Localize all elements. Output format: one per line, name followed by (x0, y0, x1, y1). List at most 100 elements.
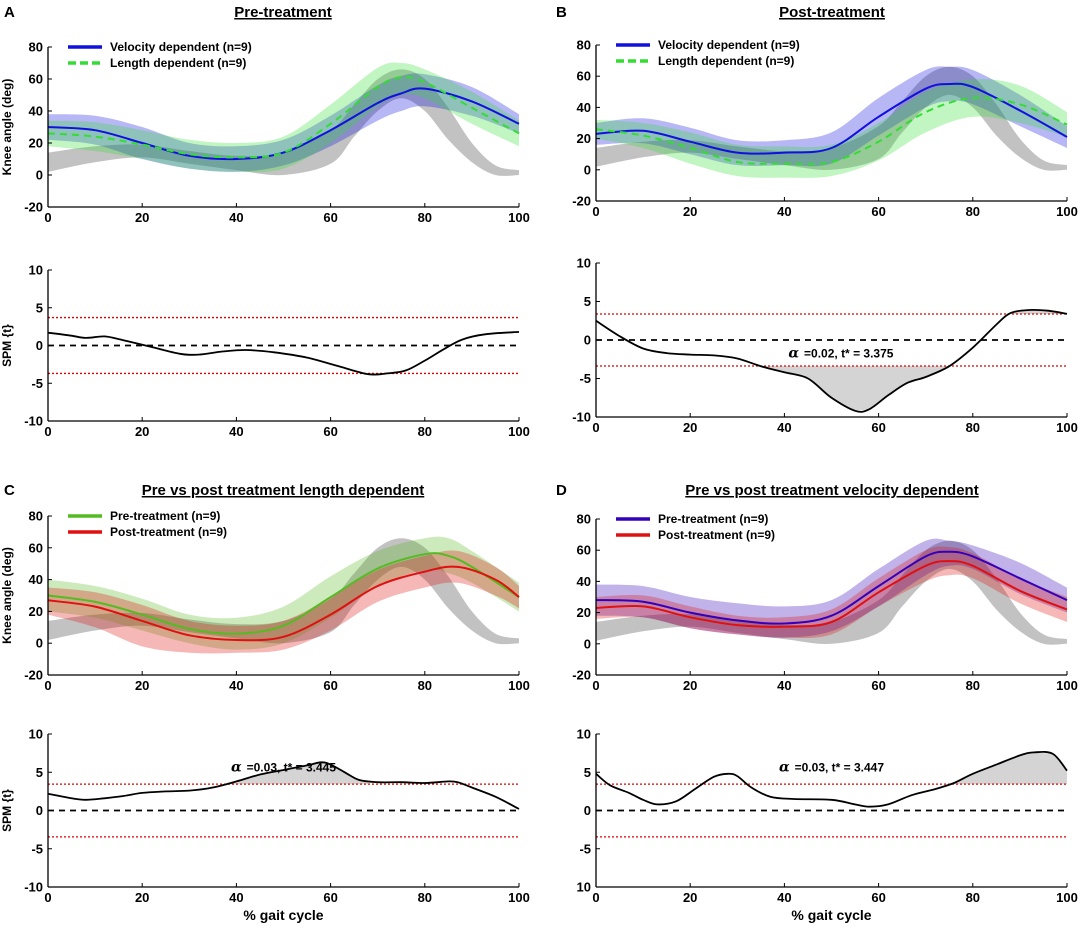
A-spm-ytick-label-2: 0 (36, 338, 43, 353)
C-spm-xtick-label-4: 80 (418, 890, 432, 905)
B-kinematics-sd-band-0 (596, 66, 1067, 167)
chart-B-kinematics: 0 20 40 60 80 100-20020406080Post-treatmentBV… (556, 4, 1078, 219)
C-spm-ytick-label-2: 0 (36, 803, 43, 818)
D-kinematics-panel-letter: D (556, 482, 567, 499)
B-kinematics-xtick-label-4: 80 (966, 204, 980, 219)
A-spm-xtick-label-1: 20 (135, 424, 149, 439)
D-spm-cluster-0 (954, 752, 1067, 785)
D-kinematics-title: Pre vs post treatment velocity dependent (685, 482, 978, 499)
B-kinematics-xtick-label-3: 60 (871, 204, 885, 219)
chart-A-spm: 0 20 40 60 80 100 -10 -5 0 5 10 SPM {t} (0, 263, 530, 440)
D-kinematics-xtick-label-4: 80 (966, 678, 980, 693)
B-spm-cluster-0 (742, 366, 973, 411)
D-kinematics-series-line-0 (595, 550, 1068, 625)
B-spm-xtick-label-1: 20 (683, 420, 697, 435)
D-spm-ytick-label-0: 10 (577, 880, 591, 895)
C-kinematics-panel-letter: C (4, 482, 15, 499)
C-spm-annotation: α =0.03, t* = 3.445 (231, 759, 336, 775)
C-spm-xtick-label-5: 100 (508, 890, 530, 905)
D-kinematics-legend-label-0: Pre-treatment (n=9) (658, 512, 768, 526)
C-spm-ytick-label-4: 10 (29, 727, 43, 742)
B-spm-ytick-label-2: 0 (584, 333, 591, 348)
B-kinematics-series-line-1 (595, 96, 1068, 166)
C-spm-annotation-alpha-value: =0.03, (247, 760, 284, 774)
B-kinematics-xtick-label-0: 0 (592, 204, 599, 219)
B-spm-annotation-alpha: α (788, 346, 804, 362)
A-spm-xtick-label-0: 0 (44, 424, 51, 439)
D-spm-annotation-alpha-value: =0.03, (795, 760, 832, 774)
A-kinematics-ytick-label-4: 60 (29, 72, 43, 87)
A-spm-xtick-label-3: 60 (323, 424, 337, 439)
C-kinematics-ytick-label-3: 40 (29, 572, 43, 587)
B-kinematics-ytick-label-0: -20 (572, 194, 591, 209)
A-kinematics-xtick-label-5: 100 (508, 210, 530, 225)
C-kinematics-xtick-label-3: 60 (323, 678, 337, 693)
C-spm-ytick-label-1: -5 (31, 841, 43, 856)
A-spm-ytick-label-3: 5 (36, 300, 43, 315)
C-spm-annotation-tstar: t* = 3.445 (284, 760, 337, 774)
D-spm-xlabel: % gait cycle (791, 907, 871, 923)
B-spm-series-line-0 (595, 308, 1068, 413)
B-spm-ytick-label-3: 5 (584, 294, 591, 309)
C-kinematics-legend-label-0: Pre-treatment (n=9) (110, 509, 220, 523)
C-spm-ytick-label-0: -10 (24, 880, 43, 895)
B-spm-ytick-label-1: -5 (579, 371, 591, 386)
D-kinematics-ytick-label-0: -20 (572, 668, 591, 683)
D-spm-xtick-label-2: 40 (777, 890, 791, 905)
B-kinematics-ytick-label-5: 80 (577, 38, 591, 53)
D-spm-annotation: α =0.03, t* = 3.447 (779, 759, 884, 775)
D-kinematics-sd-band-1 (596, 546, 1067, 638)
D-kinematics-legend-label-1: Post-treatment (n=9) (658, 528, 775, 542)
D-spm-ytick-label-3: 5 (584, 765, 591, 780)
B-kinematics-legend-label-1: Length dependent (n=9) (658, 54, 794, 68)
D-kinematics-sd-band-0 (596, 538, 1067, 638)
B-spm-xtick-label-2: 40 (777, 420, 791, 435)
C-kinematics-xtick-label-5: 100 (508, 678, 530, 693)
C-spm-xtick-label-3: 60 (323, 890, 337, 905)
B-spm-xtick-label-3: 60 (871, 420, 885, 435)
C-kinematics-xtick-label-2: 40 (229, 678, 243, 693)
B-kinematics-ytick-label-4: 60 (577, 69, 591, 84)
B-spm-ytick-label-0: -10 (572, 410, 591, 425)
B-spm-ytick-label-4: 10 (577, 256, 591, 271)
A-kinematics-xtick-label-0: 0 (44, 210, 51, 225)
D-spm-xtick-label-4: 80 (966, 890, 980, 905)
B-kinematics-legend-label-0: Velocity dependent (n=9) (658, 38, 800, 52)
A-kinematics-series-line-0 (47, 87, 520, 161)
B-spm-annotation-alpha-value: =0.02, (804, 347, 841, 361)
C-kinematics-ytick-label-2: 20 (29, 604, 43, 619)
C-kinematics-ytick-label-1: 0 (36, 636, 43, 651)
B-spm-annotation: α =0.02, t* = 3.375 (788, 346, 893, 362)
D-kinematics-ytick-label-1: 0 (584, 636, 591, 651)
C-kinematics-xtick-label-0: 0 (44, 678, 51, 693)
B-kinematics-series-line-0 (595, 82, 1068, 155)
D-kinematics-series-line-1 (595, 560, 1068, 628)
C-spm-series-line-0 (47, 761, 520, 810)
C-kinematics-ytick-label-5: 80 (29, 509, 43, 524)
B-kinematics-xtick-label-1: 20 (683, 204, 697, 219)
D-kinematics-xtick-label-5: 100 (1056, 678, 1078, 693)
A-kinematics-series-line-1 (47, 76, 520, 159)
C-spm-xtick-label-1: 20 (135, 890, 149, 905)
B-kinematics-panel-letter: B (556, 4, 567, 21)
D-kinematics-ytick-label-5: 80 (577, 512, 591, 527)
A-kinematics-legend-label-0: Velocity dependent (n=9) (110, 40, 252, 54)
C-spm-xlabel: % gait cycle (243, 907, 323, 923)
A-kinematics-sd-band-0 (48, 73, 519, 172)
chart-C-spm: 0 20 40 60 80 100 -10 -5 0 5 10 SPM {t} % gait cycle… (0, 727, 530, 924)
A-spm-series-line-0 (47, 331, 520, 376)
chart-D-spm: 0 20 40 60 80 100 10 -5 0 5 10 % gait cycle α =0.03,… (577, 727, 1078, 924)
A-kinematics-legend-label-1: Length dependent (n=9) (110, 56, 246, 70)
C-kinematics-title: Pre vs post treatment length dependent (142, 482, 425, 499)
C-kinematics-ytick-label-0: -20 (24, 668, 43, 683)
C-spm-ytick-label-3: 5 (36, 765, 43, 780)
C-kinematics-series-line-1 (47, 565, 520, 642)
D-kinematics-xtick-label-2: 40 (777, 678, 791, 693)
chart-B-spm: 0 20 40 60 80 100 -10 -5 0 5 10 α =0.02, t* = 3.375 (572, 256, 1078, 436)
D-kinematics-ytick-label-4: 60 (577, 543, 591, 558)
A-kinematics-xtick-label-3: 60 (323, 210, 337, 225)
A-spm-xtick-label-5: 100 (508, 424, 530, 439)
B-kinematics-ytick-label-3: 40 (577, 100, 591, 115)
